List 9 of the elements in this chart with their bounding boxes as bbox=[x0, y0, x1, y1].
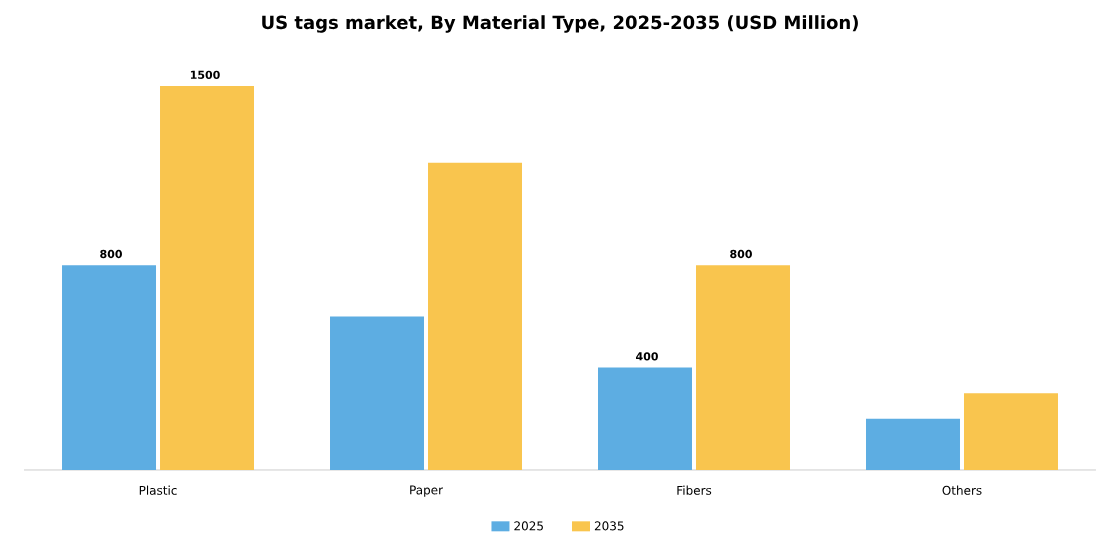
bar bbox=[160, 86, 255, 470]
bar bbox=[865, 418, 960, 470]
bar bbox=[62, 265, 157, 470]
bar bbox=[428, 162, 522, 470]
bar bbox=[598, 367, 692, 470]
bar bbox=[963, 393, 1058, 470]
bar bbox=[696, 265, 790, 470]
chart-title: US tags market, By Material Type, 2025-2035 (USD Million) bbox=[262, 15, 858, 33]
bar bbox=[330, 316, 425, 470]
